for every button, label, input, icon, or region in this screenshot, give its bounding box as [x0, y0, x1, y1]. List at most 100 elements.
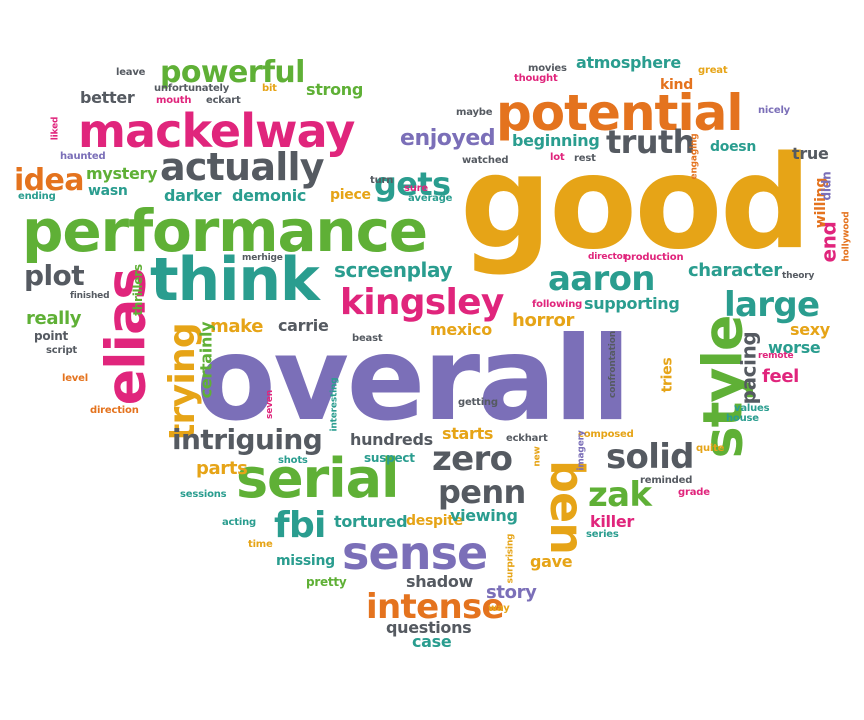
word-remote: remote	[758, 351, 794, 361]
word-demonic: demonic	[232, 186, 307, 205]
word-atmosphere: atmosphere	[576, 53, 681, 72]
word-liked: liked	[50, 116, 61, 141]
word-elias: elias	[94, 268, 158, 406]
word-director: director	[588, 252, 627, 262]
word-fbi: fbi	[274, 505, 326, 546]
word-unfortunately: unfortunately	[154, 83, 230, 94]
word-ending: ending	[18, 191, 56, 202]
word-hollywood: hollywood	[841, 211, 852, 262]
word-script: script	[46, 345, 77, 356]
word-engaging: engaging	[689, 133, 700, 180]
word-mackelway: mackelway	[78, 104, 355, 158]
word-shadow: shadow	[406, 572, 474, 591]
word-parts: parts	[196, 458, 248, 479]
word-theory: theory	[782, 271, 815, 281]
word-acting: acting	[222, 517, 256, 528]
word-wasn: wasn	[88, 183, 128, 199]
word-shots: shots	[278, 455, 308, 466]
word-beginning: beginning	[512, 131, 600, 150]
word-overall: overall	[196, 312, 631, 447]
word-questions: questions	[386, 618, 472, 637]
word-movies: movies	[528, 63, 567, 74]
word-really: really	[26, 308, 82, 329]
word-sexy: sexy	[790, 320, 830, 339]
word-good: good	[460, 129, 811, 278]
word-performance: performance	[22, 197, 428, 265]
word-surprising: surprising	[505, 533, 516, 584]
word-ben: ben	[540, 459, 595, 555]
word-rest: rest	[574, 153, 596, 164]
word-character: character	[688, 260, 782, 281]
word-gets: gets	[374, 165, 451, 203]
word-intense: intense	[366, 587, 505, 627]
word-grade: grade	[678, 487, 710, 498]
word-eckhart: eckhart	[506, 433, 548, 444]
word-darker: darker	[164, 186, 222, 205]
word-piece: piece	[330, 187, 371, 203]
word-make: make	[210, 316, 264, 337]
word-idea: idea	[14, 163, 85, 198]
word-finished: finished	[70, 291, 110, 301]
word-solid: solid	[606, 437, 695, 477]
word-thrillers: thrillers	[130, 264, 145, 316]
word-time: time	[248, 539, 273, 550]
word-confrontation: confrontation	[607, 331, 618, 398]
word-case: case	[412, 632, 452, 651]
word-level: level	[62, 373, 88, 384]
word-series: series	[586, 529, 619, 540]
word-sense: sense	[342, 526, 488, 580]
word-intriguing: intriguing	[172, 423, 323, 456]
word-merhige: merhige	[242, 253, 283, 263]
word-house: house	[726, 413, 759, 424]
word-production: production	[624, 252, 684, 263]
word-tortured: tortured	[334, 512, 408, 531]
word-better: better	[80, 88, 135, 107]
word-viewing: viewing	[450, 506, 518, 525]
word-leave: leave	[116, 67, 146, 78]
word-zero: zero	[432, 439, 513, 479]
word-composed: composed	[578, 429, 634, 440]
word-horror: horror	[512, 310, 575, 331]
word-maybe: maybe	[456, 107, 493, 118]
word-large: large	[724, 285, 820, 325]
word-values: values	[734, 403, 770, 414]
word-thought: thought	[514, 73, 558, 84]
word-direction: direction	[90, 405, 139, 416]
word-kingsley: kingsley	[340, 282, 504, 323]
word-supporting: supporting	[584, 294, 680, 313]
word-beast: beast	[352, 333, 383, 344]
word-suspect: suspect	[364, 451, 415, 465]
word-way: way	[488, 603, 510, 614]
word-reminded: reminded	[640, 475, 693, 486]
word-nicely: nicely	[758, 105, 791, 116]
word-doesn: doesn	[710, 139, 757, 155]
word-sessions: sessions	[180, 489, 227, 500]
word-enjoyed: enjoyed	[400, 126, 496, 151]
word-great: great	[698, 65, 728, 76]
word-lot: lot	[550, 152, 565, 163]
word-quite: quite	[696, 443, 725, 454]
word-worse: worse	[768, 338, 821, 357]
word-killer: killer	[590, 512, 634, 531]
word-seven: seven	[264, 390, 275, 419]
word-mystery: mystery	[86, 164, 158, 183]
word-zak: zak	[588, 475, 652, 515]
word-interesting: interesting	[329, 377, 340, 432]
word-new: new	[532, 446, 543, 467]
word-certainly: certainly	[196, 321, 216, 399]
word-mexico: mexico	[430, 320, 492, 339]
word-penn: penn	[438, 473, 526, 511]
word-truth: truth	[606, 123, 695, 161]
word-average: average	[408, 193, 453, 204]
word-bit: bit	[262, 83, 277, 94]
word-haunted: haunted	[60, 151, 106, 162]
word-missing: missing	[276, 553, 335, 569]
word-gave: gave	[530, 552, 573, 571]
word-kind: kind	[660, 77, 693, 93]
word-feel: feel	[762, 366, 799, 387]
word-actually: actually	[160, 145, 325, 189]
word-didn: didn	[819, 171, 834, 201]
word-potential: potential	[496, 84, 743, 142]
word-eckart: eckart	[206, 95, 241, 106]
